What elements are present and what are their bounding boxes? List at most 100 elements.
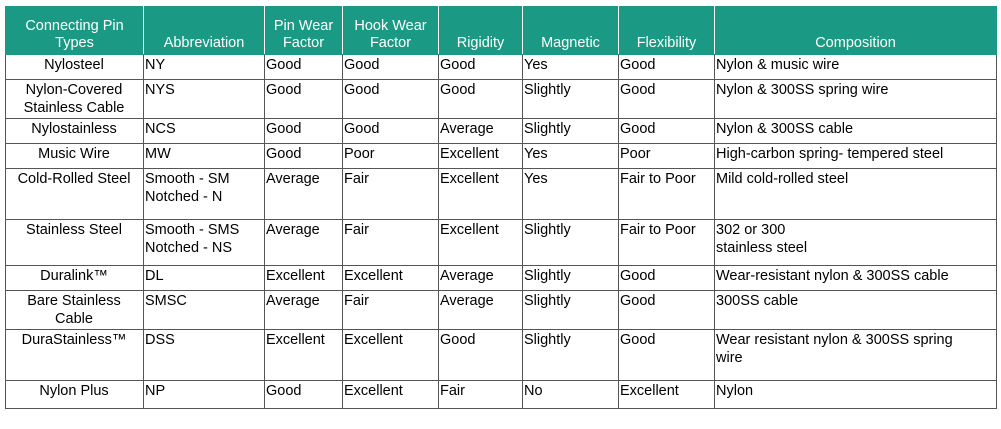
cell-composition: 300SS cable — [714, 290, 997, 330]
header-flexibility: Flexibility — [618, 6, 715, 55]
cell-line: SMSC — [145, 293, 187, 309]
cell-magnetic: Yes — [522, 54, 619, 80]
cell-line: 300SS cable — [716, 293, 799, 309]
cell-pin-type: DuraStainless™ — [5, 329, 144, 381]
cell-composition: Nylon & 300SS spring wire — [714, 79, 997, 119]
cell-rigidity: Good — [438, 54, 523, 80]
cell-line: DL — [145, 268, 164, 284]
cell-magnetic: Slightly — [522, 265, 619, 291]
cell-rigidity: Excellent — [438, 168, 523, 220]
cell-magnetic: No — [522, 380, 619, 409]
cell-abbreviation: NY — [143, 54, 265, 80]
cell-composition: High-carbon spring- tempered steel — [714, 143, 997, 169]
cell-abbreviation: MW — [143, 143, 265, 169]
cell-composition: Wear resistant nylon & 300SS spring wire — [714, 329, 997, 381]
cell-abbreviation: Smooth - SMS Notched - NS — [143, 219, 265, 266]
cell-pin-wear: Good — [264, 79, 343, 119]
cell-magnetic: Slightly — [522, 219, 619, 266]
cell-line: Wear resistant nylon & 300SS spring — [716, 332, 953, 348]
cell-line: stainless steel — [716, 240, 808, 256]
header-line: Factor — [282, 35, 325, 51]
table-row: DuraStainless™ DSS Excellent Excellent Good S… — [5, 329, 997, 381]
header-line: Magnetic — [541, 35, 600, 51]
cell-composition: Nylon — [714, 380, 997, 409]
header-line: Connecting Pin — [25, 18, 124, 34]
cell-pin-type: Stainless Steel — [5, 219, 144, 266]
cell-rigidity: Average — [438, 290, 523, 330]
cell-hook-wear: Good — [342, 118, 439, 144]
cell-hook-wear: Excellent — [342, 265, 439, 291]
cell-line: Nylon-Covered — [25, 82, 123, 98]
cell-line: Cold-Rolled Steel — [17, 171, 131, 187]
cell-line: NCS — [145, 121, 176, 137]
cell-line: Smooth - SMS — [145, 222, 240, 238]
cell-line: DuraStainless™ — [21, 332, 127, 348]
table-row: Stainless Steel Smooth - SMS Notched - NS A… — [5, 219, 997, 266]
cell-pin-wear: Excellent — [264, 265, 343, 291]
cell-flexibility: Good — [618, 329, 715, 381]
cell-line: Nylon & 300SS cable — [716, 121, 854, 137]
cell-rigidity: Average — [438, 265, 523, 291]
header-rigidity: Rigidity — [438, 6, 523, 55]
cell-composition: Mild cold-rolled steel — [714, 168, 997, 220]
cell-pin-wear: Average — [264, 219, 343, 266]
header-hook-wear-factor: Hook Wear Factor — [342, 6, 439, 55]
cell-pin-wear: Excellent — [264, 329, 343, 381]
cell-abbreviation: NP — [143, 380, 265, 409]
cell-magnetic: Slightly — [522, 290, 619, 330]
cell-line: Smooth - SM — [145, 171, 230, 187]
cell-flexibility: Good — [618, 265, 715, 291]
cell-line: Notched - NS — [145, 240, 233, 256]
cell-line: Nylon — [716, 383, 754, 399]
cell-line: Stainless Cable — [23, 100, 125, 116]
cell-composition: Nylon & 300SS cable — [714, 118, 997, 144]
header-magnetic: Magnetic — [522, 6, 619, 55]
header-line: Rigidity — [456, 35, 505, 51]
cell-rigidity: Excellent — [438, 219, 523, 266]
cell-line: Wear-resistant nylon & 300SS cable — [716, 268, 949, 284]
cell-pin-wear: Average — [264, 168, 343, 220]
cell-flexibility: Excellent — [618, 380, 715, 409]
cell-line: Nylon & 300SS spring wire — [716, 82, 889, 98]
cell-composition: Nylon & music wire — [714, 54, 997, 80]
cell-line: NP — [145, 383, 166, 399]
cell-line: Nylon & music wire — [716, 57, 840, 73]
cell-rigidity: Excellent — [438, 143, 523, 169]
cell-line: Cable — [55, 311, 93, 327]
table-row: Nylostainless NCS Good Good Average Slightly G… — [5, 118, 997, 144]
cell-magnetic: Yes — [522, 143, 619, 169]
cell-flexibility: Good — [618, 79, 715, 119]
cell-line: Nylostainless — [31, 121, 117, 137]
cell-magnetic: Slightly — [522, 79, 619, 119]
header-line: Factor — [369, 35, 412, 51]
cell-rigidity: Average — [438, 118, 523, 144]
cell-magnetic: Slightly — [522, 329, 619, 381]
cell-hook-wear: Poor — [342, 143, 439, 169]
cell-abbreviation: NYS — [143, 79, 265, 119]
cell-line: Bare Stainless — [27, 293, 121, 309]
cell-abbreviation: SMSC — [143, 290, 265, 330]
cell-flexibility: Poor — [618, 143, 715, 169]
cell-pin-type: Nylostainless — [5, 118, 144, 144]
cell-rigidity: Good — [438, 329, 523, 381]
cell-line: Music Wire — [38, 146, 110, 162]
cell-flexibility: Good — [618, 290, 715, 330]
cell-pin-type: Bare Stainless Cable — [5, 290, 144, 330]
cell-composition: 302 or 300 stainless steel — [714, 219, 997, 266]
cell-pin-type: Nylon Plus — [5, 380, 144, 409]
cell-hook-wear: Excellent — [342, 329, 439, 381]
cell-line: High-carbon spring- tempered steel — [716, 146, 944, 162]
header-line: Hook Wear — [354, 18, 427, 34]
cell-pin-wear: Good — [264, 143, 343, 169]
table-row: Bare Stainless Cable SMSC Average Fair Averag… — [5, 290, 997, 330]
cell-flexibility: Fair to Poor — [618, 219, 715, 266]
table-row: Nylon Plus NP Good Excellent Fair No Excellent… — [5, 380, 997, 409]
header-line: Flexibility — [636, 35, 697, 51]
cell-rigidity: Good — [438, 79, 523, 119]
cell-composition: Wear-resistant nylon & 300SS cable — [714, 265, 997, 291]
cell-flexibility: Good — [618, 54, 715, 80]
header-line: Types — [55, 35, 94, 51]
table-row: Nylosteel NY Good Good Good Yes Good Nylon & mu… — [5, 54, 997, 80]
header-line: Pin Wear — [273, 18, 334, 34]
cell-pin-wear: Good — [264, 118, 343, 144]
